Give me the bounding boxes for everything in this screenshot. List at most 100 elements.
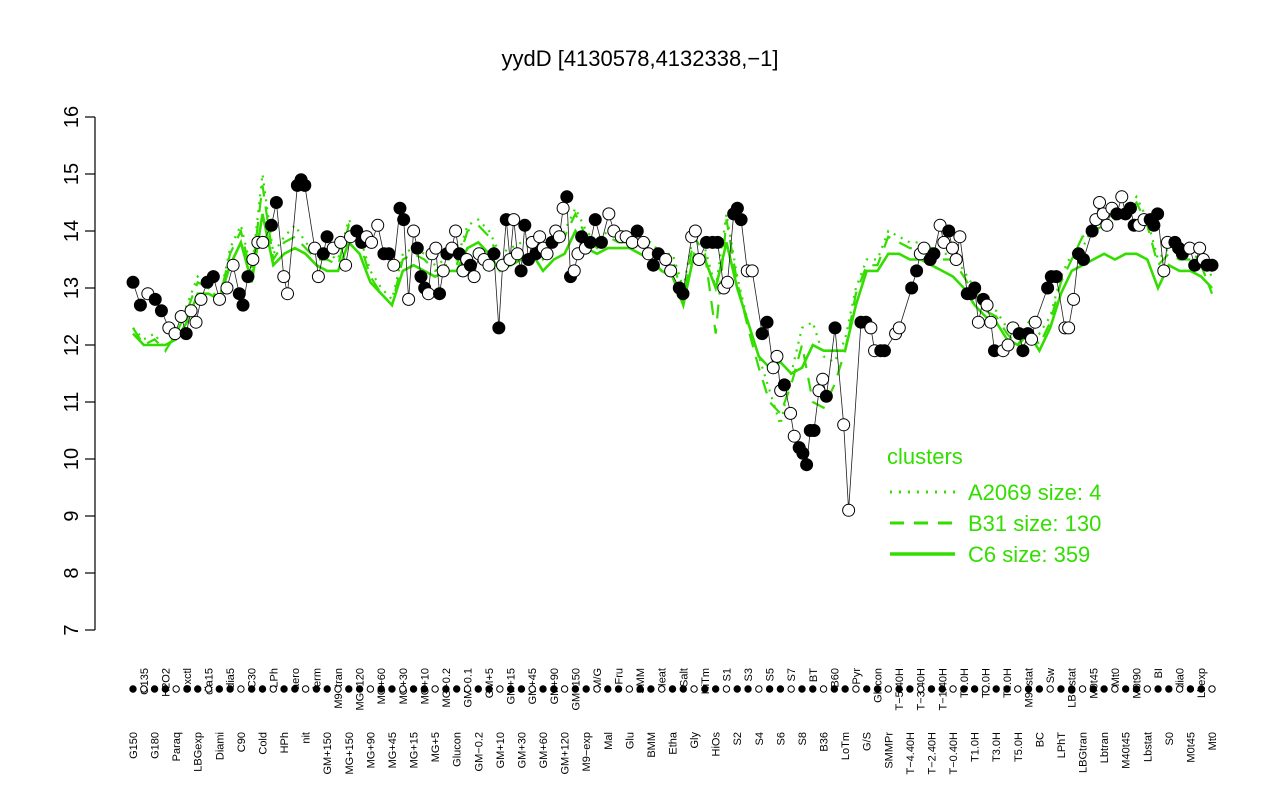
data-point (784, 406, 798, 420)
data-point (625, 235, 639, 249)
data-point (133, 298, 147, 312)
data-point (646, 258, 660, 272)
x-tick-label: T−2.40H (926, 732, 938, 775)
data-point (664, 264, 678, 278)
data-point (905, 281, 919, 295)
data-point (264, 218, 278, 232)
x-tick-label: Pyr (851, 668, 863, 685)
data-point (556, 201, 570, 215)
data-point (402, 292, 416, 306)
x-tick-label: B36 (819, 732, 831, 752)
x-tick-marker (1014, 685, 1022, 693)
x-tick-label: HiOs (711, 732, 723, 757)
x-tick-label: S0 (1164, 732, 1176, 745)
data-point (320, 230, 334, 244)
data-point (819, 389, 833, 403)
x-tick-marker (1143, 685, 1151, 693)
data-point (796, 446, 810, 460)
data-point (711, 235, 725, 249)
data-point (1028, 315, 1042, 329)
x-tick-marker (960, 685, 968, 693)
x-tick-marker (183, 685, 191, 693)
x-tick-label: S8 (797, 732, 809, 745)
y-tick-label: 10 (61, 448, 83, 470)
x-tick-label: HPh (279, 732, 291, 753)
data-point (659, 253, 673, 266)
x-tick-marker (312, 685, 321, 693)
data-point (942, 224, 956, 238)
x-tick-label: MG+90 (365, 732, 377, 768)
legend: clusters A2069 size: 4 B31 size: 130 C6 … (887, 444, 1101, 567)
data-point (980, 298, 994, 312)
x-tick-marker (1035, 685, 1044, 693)
x-tick-marker (1024, 685, 1033, 693)
data-point (256, 235, 270, 249)
x-tick-label: Lbstat (1142, 732, 1154, 762)
x-tick-marker (1046, 685, 1054, 693)
data-point (194, 292, 208, 306)
series-line-2 (132, 185, 1214, 416)
x-tick-marker (1154, 685, 1162, 693)
y-tick-label: 7 (61, 624, 83, 635)
data-point (971, 315, 985, 329)
data-point (766, 361, 780, 375)
y-tick-label: 15 (61, 163, 83, 185)
x-tick-label: S4 (754, 732, 766, 745)
x-tick-marker (280, 685, 288, 693)
x-tick-label: S1 (721, 668, 733, 681)
data-point (277, 270, 291, 284)
data-point (339, 258, 353, 272)
x-tick-marker (701, 685, 709, 693)
x-tick-label: GM+150 (322, 732, 334, 775)
x-tick-marker (1078, 685, 1087, 693)
axes: 78910111213141516G150G135G180H2O2ParaqOx… (61, 106, 1219, 775)
x-tick-label: Mal (603, 732, 615, 750)
x-tick-marker (528, 685, 536, 693)
data-point (688, 224, 702, 238)
y-tick-label: 8 (61, 567, 83, 578)
data-point (892, 321, 906, 335)
data-point (206, 270, 220, 284)
x-tick-marker (755, 685, 763, 693)
x-tick-marker (765, 685, 774, 693)
x-tick-label: G180 (150, 732, 162, 759)
x-tick-marker (1121, 685, 1130, 693)
x-tick-marker (593, 685, 601, 693)
data-point (148, 292, 162, 306)
x-tick-marker (258, 685, 267, 693)
legend-label-a2069: A2069 size: 4 (968, 480, 1101, 505)
data-point (467, 270, 481, 284)
x-tick-label: ferm (311, 668, 323, 690)
data-point (371, 218, 385, 232)
data-point (984, 315, 998, 329)
data-point (421, 287, 435, 301)
data-point (226, 258, 240, 272)
x-tick-label: M40t45 (1121, 732, 1133, 769)
y-tick-label: 16 (61, 106, 83, 128)
x-tick-label: M/G (592, 668, 604, 689)
data-point (397, 213, 411, 227)
x-tick-label: Sw (1045, 668, 1057, 683)
x-tick-marker (852, 685, 860, 693)
x-tick-marker (291, 685, 299, 693)
x-tick-marker (247, 685, 256, 693)
data-point (807, 424, 821, 437)
x-tick-label: M0t45 (1088, 668, 1100, 699)
x-tick-label: M0t45 (1185, 732, 1197, 763)
x-tick-label: Fru (614, 668, 626, 685)
data-point (241, 270, 255, 284)
x-tick-label: Diami (214, 732, 226, 760)
data-point (154, 304, 168, 318)
x-tick-marker (949, 685, 957, 693)
data-point (800, 458, 814, 472)
x-tick-marker (1003, 685, 1011, 693)
x-tick-marker (1100, 685, 1108, 693)
data-point (350, 224, 364, 238)
x-tick-marker (884, 685, 892, 693)
data-point (816, 372, 830, 386)
x-tick-marker (981, 685, 990, 693)
data-point (414, 270, 428, 284)
data-point (436, 264, 450, 278)
data-point (560, 190, 574, 204)
data-point (676, 287, 690, 301)
